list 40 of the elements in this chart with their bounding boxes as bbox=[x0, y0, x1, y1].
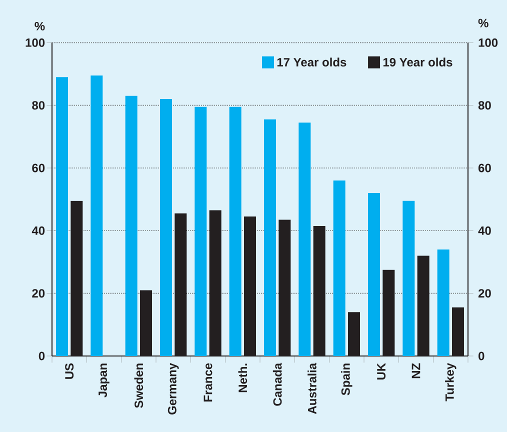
x-tick-label: UK bbox=[377, 363, 386, 380]
bar bbox=[368, 193, 380, 356]
x-tick-label: France bbox=[204, 363, 212, 402]
y2-tick-label: 20 bbox=[478, 289, 491, 298]
bar bbox=[56, 77, 68, 356]
y-tick-label: 0 bbox=[38, 352, 45, 360]
bar bbox=[194, 106, 207, 356]
x-tick-label: Spain bbox=[341, 364, 352, 396]
x-tick-label: Sweden bbox=[134, 364, 144, 408]
x-tick-label: Australia bbox=[308, 362, 316, 414]
bar bbox=[229, 106, 242, 356]
x-tick-label: US bbox=[65, 363, 74, 379]
legend-label: 17 Year olds bbox=[277, 58, 346, 66]
bar bbox=[90, 76, 103, 356]
bar bbox=[437, 249, 450, 356]
y-tick-label: 100 bbox=[26, 38, 45, 47]
bar bbox=[402, 200, 415, 356]
y-tick-label: 80 bbox=[32, 101, 45, 110]
legend-label: 19 Year olds bbox=[383, 58, 452, 66]
y-tick-label: 60 bbox=[32, 164, 45, 172]
x-tick-label: Neth. bbox=[238, 364, 248, 392]
y-tick-label: 20 bbox=[32, 289, 45, 298]
bar bbox=[125, 96, 138, 356]
y2-tick-label: 60 bbox=[478, 164, 491, 172]
y2-tick-label: 80 bbox=[478, 101, 491, 110]
y2-axis-title: % bbox=[478, 18, 488, 28]
y-axis-title: % bbox=[34, 22, 45, 30]
x-tick-label: Turkey bbox=[445, 362, 456, 402]
bar bbox=[333, 180, 346, 356]
bar bbox=[298, 122, 311, 356]
bar bbox=[160, 99, 172, 356]
x-tick-label: Canada bbox=[272, 362, 282, 406]
y2-tick-label: 0 bbox=[478, 352, 484, 360]
y2-tick-label: 40 bbox=[478, 226, 491, 235]
x-tick-label: Japan bbox=[98, 364, 110, 398]
x-tick-label: Germany bbox=[168, 362, 179, 414]
bar bbox=[264, 119, 276, 356]
y-tick-label: 40 bbox=[32, 226, 45, 235]
x-tick-label: NZ bbox=[412, 363, 420, 378]
y2-tick-label: 100 bbox=[478, 38, 498, 47]
